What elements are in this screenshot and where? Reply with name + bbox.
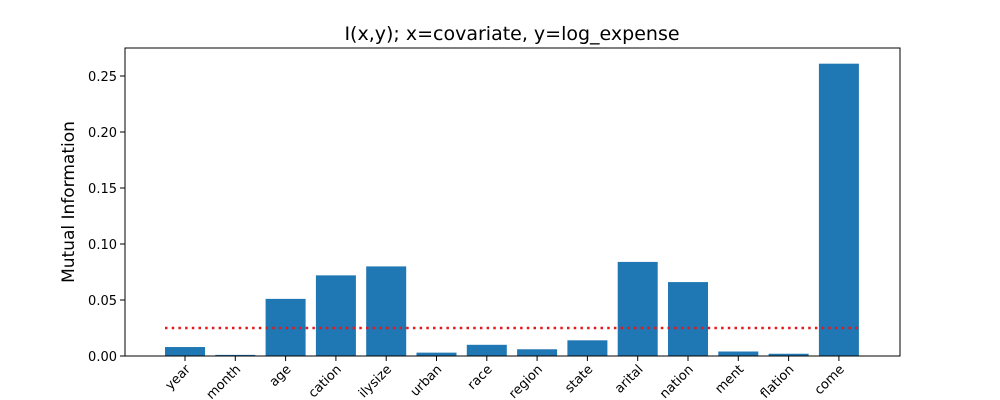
y-tick-label: 0.20 xyxy=(88,126,117,141)
x-tick-label-familysize: ilysize xyxy=(356,362,395,400)
y-axis: 0.00 0.05 0.10 0.15 0.20 0.25 xyxy=(88,70,125,365)
x-tick-label-age: age xyxy=(267,362,295,390)
x-tick-label-region: region xyxy=(506,362,546,400)
bar-state xyxy=(567,340,608,356)
x-tick-label-urban: urban xyxy=(408,362,446,400)
y-tick-label: 0.15 xyxy=(88,182,117,197)
x-tick-label-education: cation xyxy=(306,362,345,400)
x-tick-label-race: race xyxy=(465,362,496,393)
chart-title: I(x,y); x=covariate, y=log_expense xyxy=(344,23,679,45)
x-tick-label-year: year xyxy=(163,362,195,394)
y-axis-label: Mutual Information xyxy=(59,121,79,283)
bar-education xyxy=(315,275,356,356)
bar-urban xyxy=(416,352,457,356)
bar-inflation xyxy=(768,353,809,356)
y-tick-label: 0.10 xyxy=(88,238,117,253)
y-tick-label: 0.00 xyxy=(88,350,117,365)
bar-race xyxy=(466,344,507,356)
x-axis: year month age cation ilysize urban race region… xyxy=(163,356,848,400)
bar-occupation xyxy=(668,282,708,356)
bar-income xyxy=(818,63,859,357)
x-tick-label-employment: ment xyxy=(712,362,747,397)
x-tick-label-month: month xyxy=(204,362,244,400)
x-tick-label-income: come xyxy=(812,362,848,398)
bars-group xyxy=(165,63,859,357)
bar-month xyxy=(215,354,256,356)
bar-year xyxy=(165,347,205,356)
bar-region xyxy=(517,349,558,356)
x-tick-label-state: state xyxy=(562,362,596,396)
y-tick-label: 0.25 xyxy=(88,70,117,85)
x-tick-label-occupation: nation xyxy=(657,362,697,400)
bar-marital xyxy=(617,261,658,356)
bar-familysize xyxy=(366,266,407,356)
x-tick-label-marital: arital xyxy=(612,362,646,396)
x-tick-label-inflation: flation xyxy=(758,362,798,400)
bar-employment xyxy=(718,351,759,356)
plot-frame xyxy=(124,47,901,357)
y-tick-label: 0.05 xyxy=(88,294,117,309)
